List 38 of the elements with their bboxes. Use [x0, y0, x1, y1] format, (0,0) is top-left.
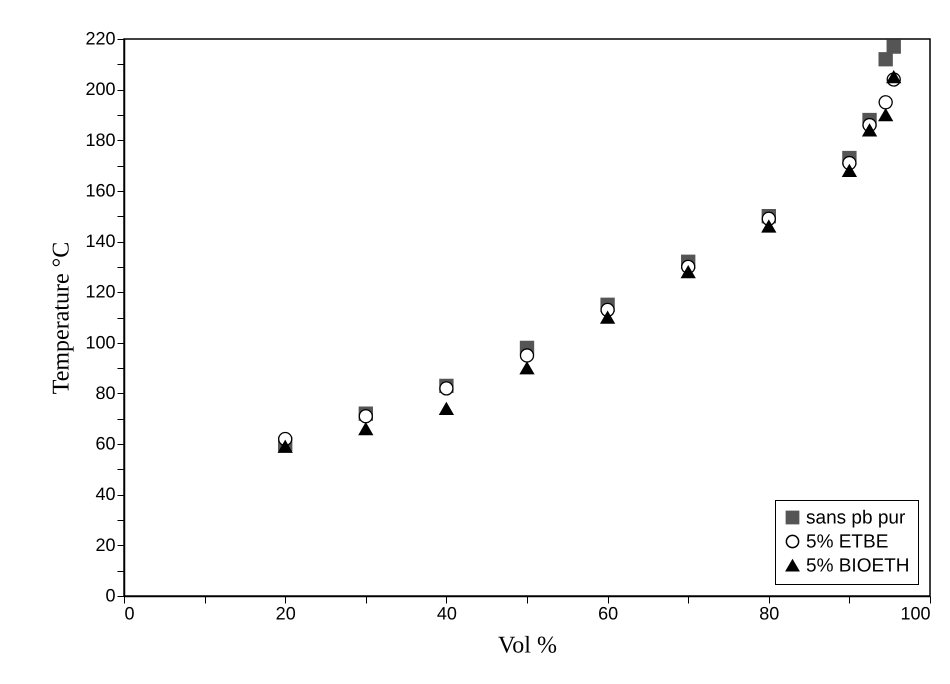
y-axis-title: Temperature °C: [48, 242, 74, 394]
x-tick-label: 80: [759, 604, 780, 624]
point: [878, 108, 893, 122]
y-tick-label: 40: [95, 484, 116, 504]
y-tick-label: 20: [95, 534, 116, 555]
y-tick-label: 180: [85, 130, 116, 150]
point: [358, 409, 373, 424]
y-tick-label: 80: [95, 382, 116, 403]
x-tick-label: 100: [900, 604, 930, 624]
x-axis-title: Vol %: [498, 632, 557, 658]
legend-label: 5% BIOETH: [806, 556, 910, 576]
point: [762, 220, 776, 233]
point: [520, 362, 534, 374]
point: [358, 422, 373, 436]
point: [842, 164, 857, 177]
x-tick-label: 40: [436, 604, 457, 624]
point: [862, 124, 877, 136]
point: [520, 348, 534, 363]
legend-label: 5% ETBE: [806, 532, 888, 552]
y-tick-label: 0: [105, 586, 116, 606]
x-tick-label: 20: [276, 604, 296, 624]
point: [886, 70, 901, 84]
y-tick-label: 160: [85, 180, 116, 200]
y-tick-label: 200: [85, 79, 116, 100]
y-tick-label: 220: [85, 28, 116, 48]
y-tick-label: 140: [85, 231, 116, 252]
point: [600, 311, 615, 324]
x-tick-label: 0: [124, 604, 135, 624]
point: [886, 39, 901, 54]
y-tick-label: 100: [85, 332, 116, 352]
point: [681, 266, 696, 278]
y-tick-label: 60: [95, 434, 116, 454]
y-tick-label: 120: [85, 282, 116, 302]
point: [439, 402, 454, 415]
point: [278, 440, 292, 453]
point: [878, 52, 893, 66]
legend-label: sans pb pur: [806, 508, 906, 528]
x-tick-label: 60: [598, 604, 618, 624]
